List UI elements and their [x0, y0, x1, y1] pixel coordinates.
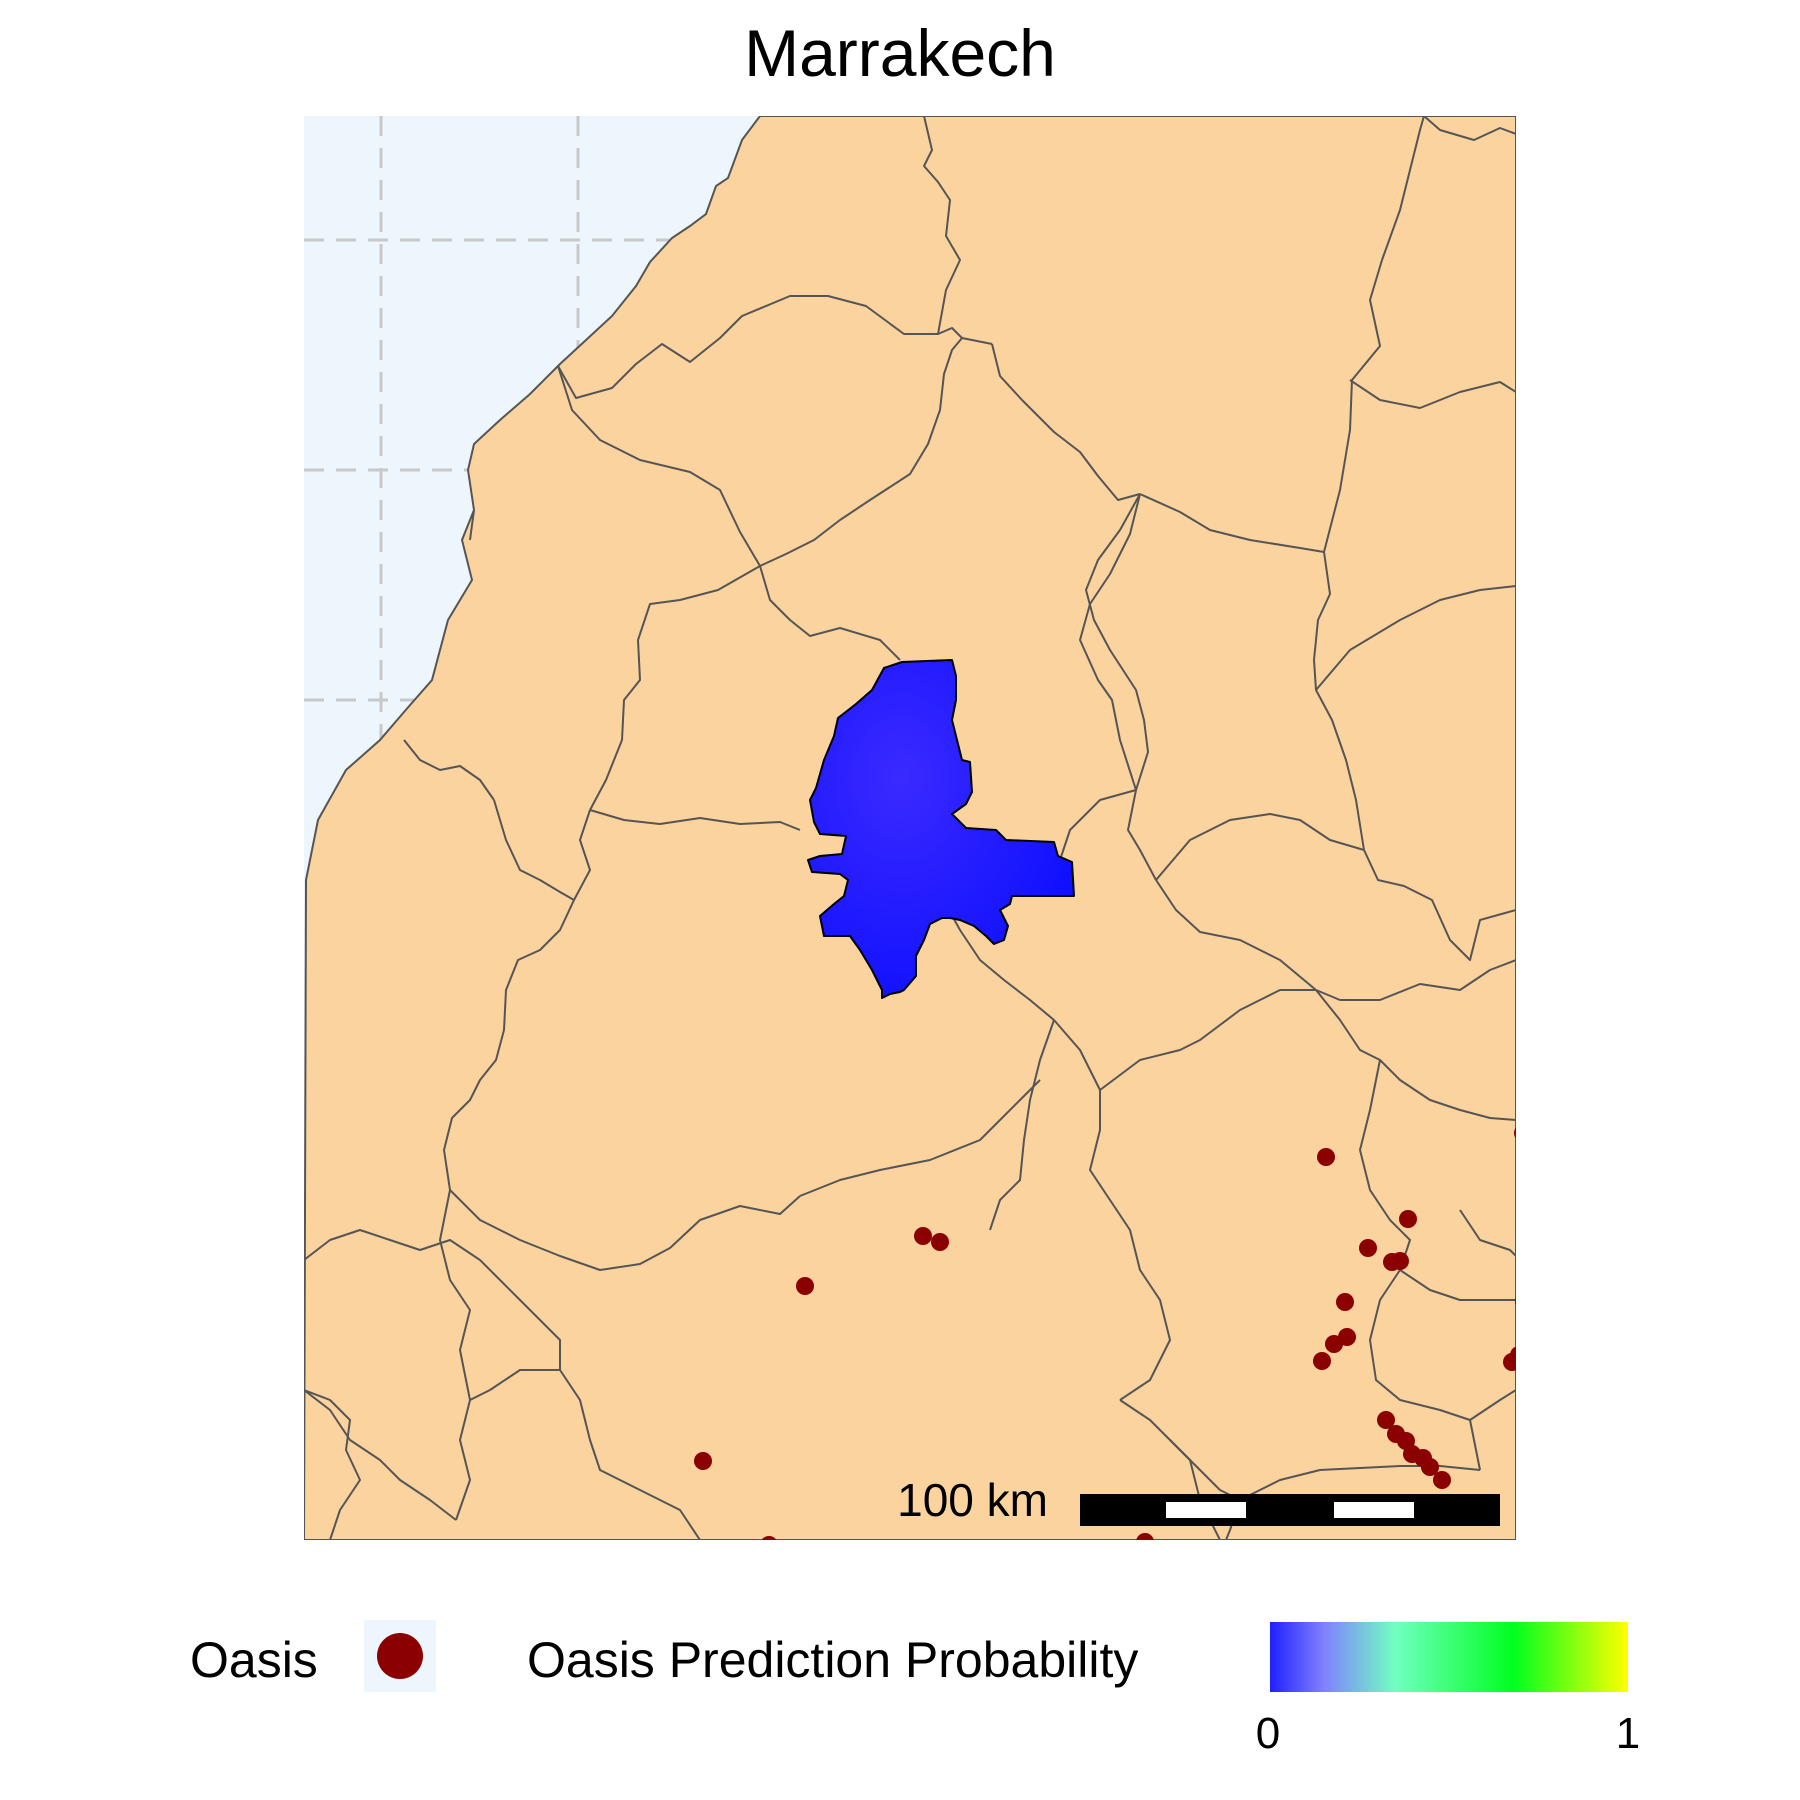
probability-colorbar: [1270, 1622, 1628, 1692]
oasis-point: [1313, 1352, 1331, 1370]
oasis-point: [1421, 1458, 1439, 1476]
oasis-point: [1377, 1411, 1395, 1429]
region-borders: [304, 116, 1516, 1540]
oasis-point: [931, 1233, 949, 1251]
oasis-point: [761, 1536, 777, 1540]
oasis-point: [1391, 1252, 1409, 1270]
oasis-point: [694, 1452, 712, 1470]
oasis-point: [1147, 1541, 1165, 1559]
oasis-point: [1433, 1471, 1451, 1489]
oasis-point: [796, 1277, 814, 1295]
colorbar-max-label: 1: [1615, 1709, 1641, 1758]
oasis-point: [1514, 1127, 1516, 1139]
oasis-dot-icon: [377, 1633, 423, 1679]
marrakech-prediction-area: [807, 659, 1075, 999]
oasis-point: [1336, 1293, 1354, 1311]
map-title: Marrakech: [744, 16, 1056, 90]
legend-oasis-key: [364, 1620, 436, 1692]
oasis-points: [694, 1127, 1516, 1559]
oasis-point: [1503, 1353, 1516, 1371]
oasis-point: [1317, 1148, 1335, 1166]
graticule: [304, 116, 680, 760]
oasis-point: [1325, 1335, 1343, 1353]
oasis-point: [1515, 1296, 1516, 1306]
legend-oasis-label: Oasis: [190, 1632, 318, 1688]
legend-probability-label: Oasis Prediction Probability: [527, 1632, 1139, 1688]
scale-bar: [1080, 1494, 1500, 1526]
oasis-point: [1399, 1210, 1417, 1228]
oasis-point: [1359, 1239, 1377, 1257]
scale-bar-label: 100 km: [897, 1474, 1048, 1526]
oasis-point: [1136, 1533, 1154, 1540]
oasis-point: [914, 1227, 932, 1245]
colorbar-min-label: 0: [1255, 1709, 1281, 1758]
